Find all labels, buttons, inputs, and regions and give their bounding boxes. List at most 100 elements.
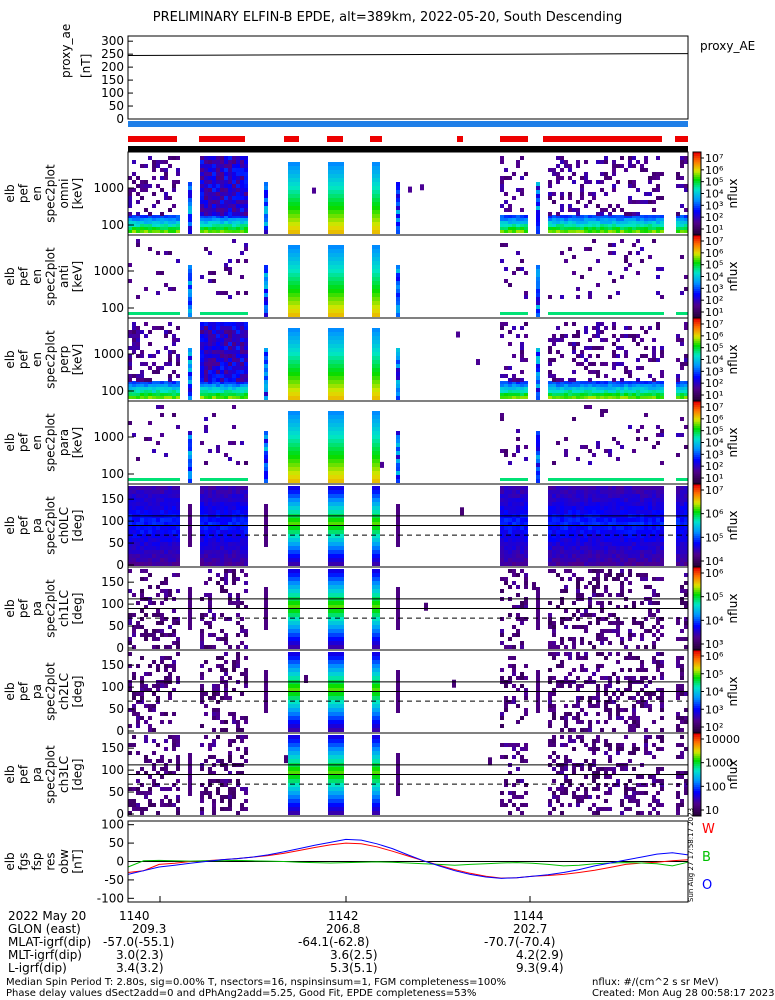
heatmap-cell [144,396,148,399]
heatmap-cell [332,510,336,514]
heatmap-cell [340,178,344,182]
heatmap-cell [548,184,552,188]
heatmap-cell [152,312,156,315]
heatmap-cell [128,510,132,514]
heatmap-cell [200,196,204,200]
heatmap-cell [512,534,516,538]
heatmap-cell [608,390,612,393]
heatmap-cell [220,221,224,224]
heatmap-cell [224,589,228,593]
heatmap-cell [332,309,336,313]
heatmap-cell [596,384,600,387]
heatmap-cell [376,273,380,277]
heatmap-cell [236,374,240,378]
heatmap-cell [632,449,636,453]
heatmap-cell [160,381,164,384]
heatmap-cell [684,486,688,490]
heatmap-cell [224,478,228,481]
heatmap-cell [208,326,212,330]
heatmap-cell [244,573,248,577]
heatmap-cell [608,546,612,550]
heatmap-cell [224,267,228,271]
heatmap-cell [580,445,584,449]
heatmap-cell [560,562,564,566]
heatmap-cell [336,490,340,494]
heatmap-cell [560,396,564,399]
heatmap-cell [292,455,296,459]
heatmap-cell [660,267,664,271]
heatmap-cell [132,593,136,597]
heatmap-cell [288,210,292,214]
heatmap-cell [556,518,560,522]
heatmap-cell [376,498,380,502]
heatmap-cell [520,312,524,315]
heatmap-cell [224,633,228,637]
heatmap-cell [516,522,520,526]
heatmap-cell [616,510,620,514]
heatmap-cell [220,366,224,370]
heatmap-cell [132,542,136,546]
heatmap-cell [500,506,504,510]
heatmap-cell [212,156,216,160]
heatmap-cell [236,350,240,354]
heatmap-cell [684,502,688,506]
heatmap-cell [576,224,580,227]
heatmap-cell [144,218,148,221]
colorbar-segment [693,332,701,336]
heatmap-cell [204,224,208,227]
heatmap-cell [376,178,380,182]
heatmap-cell [620,538,624,542]
heatmap-cell [216,486,220,490]
heatmap-cell [208,506,212,510]
heatmap-cell [328,502,332,506]
heatmap-cell [648,312,652,315]
heatmap-cell [372,451,376,455]
heatmap-cell [396,467,400,471]
heatmap-cell [560,378,564,382]
heatmap-cell [296,459,300,463]
heatmap-cell [144,490,148,494]
heatmap-cell [240,204,244,208]
heatmap-cell [644,387,648,390]
heatmap-cell [644,546,648,550]
heatmap-cell [512,387,516,390]
heatmap-cell [652,239,656,243]
heatmap-cell [512,221,516,224]
heatmap-cell [136,312,140,315]
heatmap-cell [632,393,636,396]
heatmap-cell [172,633,176,637]
heatmap-cell [656,433,660,437]
heatmap-cell [168,538,172,542]
heatmap-cell [548,530,552,534]
heatmap-cell [232,573,236,577]
heatmap-cell [208,378,212,382]
heatmap-cell [588,180,592,184]
heatmap-cell [628,251,632,255]
heatmap-cell [548,558,552,562]
heatmap-cell [520,192,524,196]
heatmap-cell [236,554,240,558]
heatmap-cell [536,435,540,439]
colorbar-tick-label: 10³ [705,365,723,378]
heatmap-cell [200,502,204,506]
heatmap-cell [148,546,152,550]
heatmap-cell [512,522,516,526]
heatmap-cell [656,224,660,227]
heatmap-cell [224,350,228,354]
heatmap-cell [376,372,380,376]
heatmap-cell [328,435,332,439]
heatmap-cell [128,589,132,593]
heatmap-cell [616,457,620,461]
heatmap-cell [212,518,216,522]
colorbar-segment [693,448,701,452]
heatmap-cell [580,562,584,566]
heatmap-cell [336,186,340,190]
heatmap-cell [552,502,556,506]
heatmap-cell [212,633,216,637]
heatmap-cell [156,522,160,526]
heatmap-cell [684,184,688,188]
heatmap-cell [504,522,508,526]
heatmap-cell [220,326,224,330]
heatmap-cell [328,372,332,376]
heatmap-cell [236,362,240,366]
